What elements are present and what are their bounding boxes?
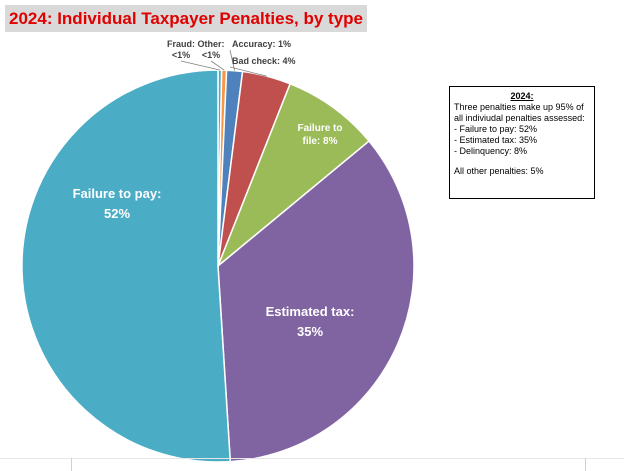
slice-label: Other: — [198, 39, 225, 49]
leader-line — [180, 60, 220, 71]
slice-label: Accuracy: 1% — [232, 39, 291, 49]
leader-line — [210, 60, 225, 71]
slice-label: Bad check: 4% — [232, 56, 296, 66]
leader-line — [229, 49, 235, 71]
note-title: 2024: — [510, 91, 534, 101]
pie-slice — [217, 82, 371, 267]
slice-label: <1% — [202, 50, 220, 60]
sheet-divider — [0, 458, 624, 459]
slice-label: file: 8% — [302, 136, 337, 147]
pie-slice — [21, 69, 232, 463]
slice-label: Fraud: — [167, 39, 195, 49]
sheet-gridline — [71, 458, 72, 471]
note-line: Three penalties make up 95% of — [454, 102, 584, 112]
slice-label: Failure to pay: — [73, 186, 162, 201]
note-line: all indiviudal penalties assessed: — [454, 113, 585, 123]
note-line: - Estimated tax: 35% — [454, 135, 538, 145]
slice-label: Failure to — [297, 123, 342, 134]
summary-note-box: 2024: Three penalties make up 95% of all… — [449, 86, 595, 199]
note-line: - Delinquency: 8% — [454, 146, 528, 156]
note-footer: All other penalties: 5% — [454, 166, 544, 176]
slice-label: <1% — [172, 50, 190, 60]
pie-slice — [217, 140, 415, 463]
slice-label: 52% — [104, 206, 130, 221]
leader-line — [229, 66, 267, 77]
chart-title: 2024: Individual Taxpayer Penalties, by … — [5, 5, 367, 32]
slice-label: 35% — [297, 324, 323, 339]
sheet-gridline — [585, 458, 586, 471]
slice-label: Estimated tax: — [266, 304, 355, 319]
note-line: - Failure to pay: 52% — [454, 124, 538, 134]
